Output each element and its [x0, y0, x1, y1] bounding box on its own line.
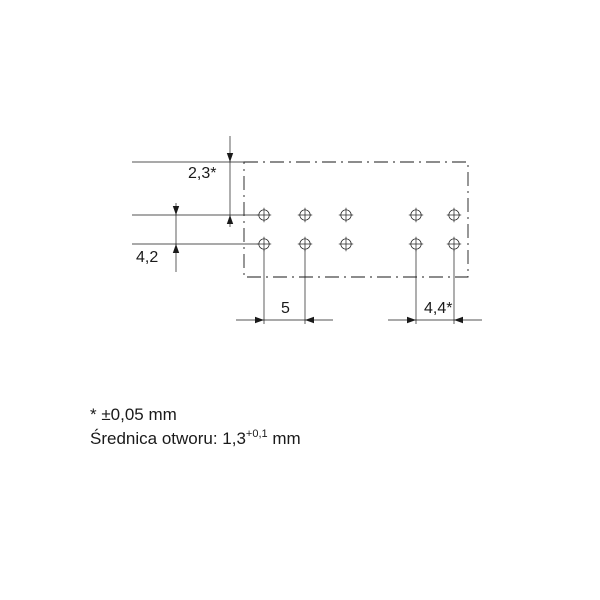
pin-marker: [257, 237, 271, 251]
dim-2-3: 2,3*: [188, 165, 216, 182]
dim-4-4: 4,4*: [424, 300, 452, 317]
tolerance-note: * ±0,05 mm: [90, 405, 177, 424]
pin-marker: [339, 237, 353, 251]
horizontal-dimensions: 5 4,4*: [236, 250, 482, 324]
hole-diameter-note: Średnica otworu: 1,3+0,1 mm: [90, 428, 301, 448]
pin-marker: [298, 237, 312, 251]
technical-drawing: 2,3* 4,2 5 4,4* * ±0,05 mm Średnica otworu…: [0, 0, 600, 600]
vertical-dimensions: 2,3* 4,2: [132, 136, 258, 272]
pin-marker: [409, 237, 423, 251]
dim-5: 5: [281, 300, 290, 317]
pin-marker: [447, 237, 461, 251]
pin-marker: [409, 208, 423, 222]
dim-4-2: 4,2: [136, 249, 158, 266]
footnotes: * ±0,05 mm Średnica otworu: 1,3+0,1 mm: [90, 405, 301, 448]
pin-marker: [257, 208, 271, 222]
pin-marker: [339, 208, 353, 222]
pin-marker: [298, 208, 312, 222]
component-outline: [244, 162, 468, 277]
pin-marker: [447, 208, 461, 222]
pin-array: [257, 208, 461, 251]
